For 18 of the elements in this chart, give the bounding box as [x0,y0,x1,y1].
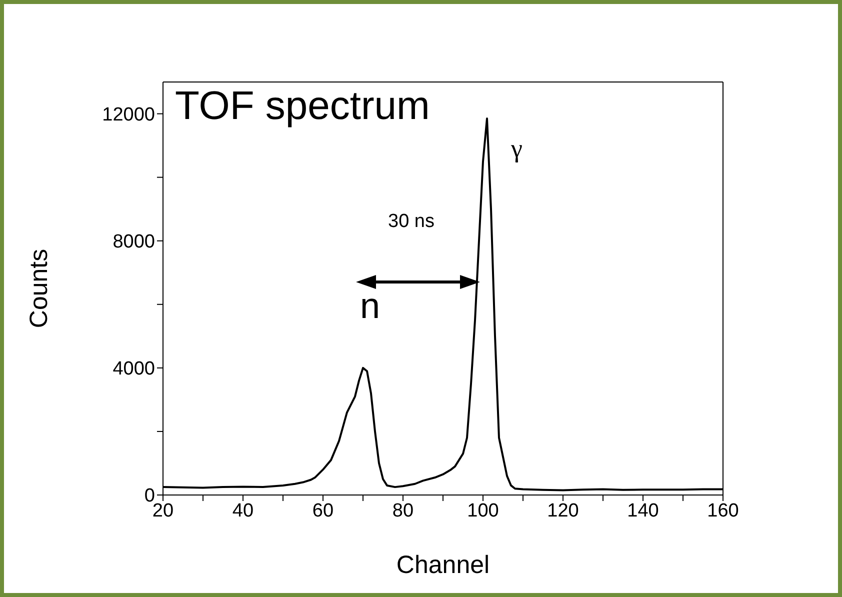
x-tick-label: 20 [152,500,174,522]
annotation: γ [511,134,522,163]
x-tick-label: 140 [627,500,659,522]
y-tick-label: 8000 [112,232,155,253]
y-tick-label: 0 [144,486,155,507]
y-axis-title: Counts [24,248,53,328]
x-tick-label: 40 [232,500,254,522]
annotation: n [360,285,380,326]
x-tick-label: 80 [392,500,414,522]
x-tick-label: 120 [547,500,579,522]
y-tick-label: 4000 [112,358,155,380]
chart-title: TOF spectrum [175,84,430,129]
x-tick-label: 160 [707,500,739,522]
x-tick-label: 60 [312,500,334,522]
y-tick-label: 12000 [102,104,155,126]
x-tick-label: 100 [467,500,499,522]
x-axis-title: Channel [396,551,490,579]
annotation: 30 ns [388,211,434,232]
